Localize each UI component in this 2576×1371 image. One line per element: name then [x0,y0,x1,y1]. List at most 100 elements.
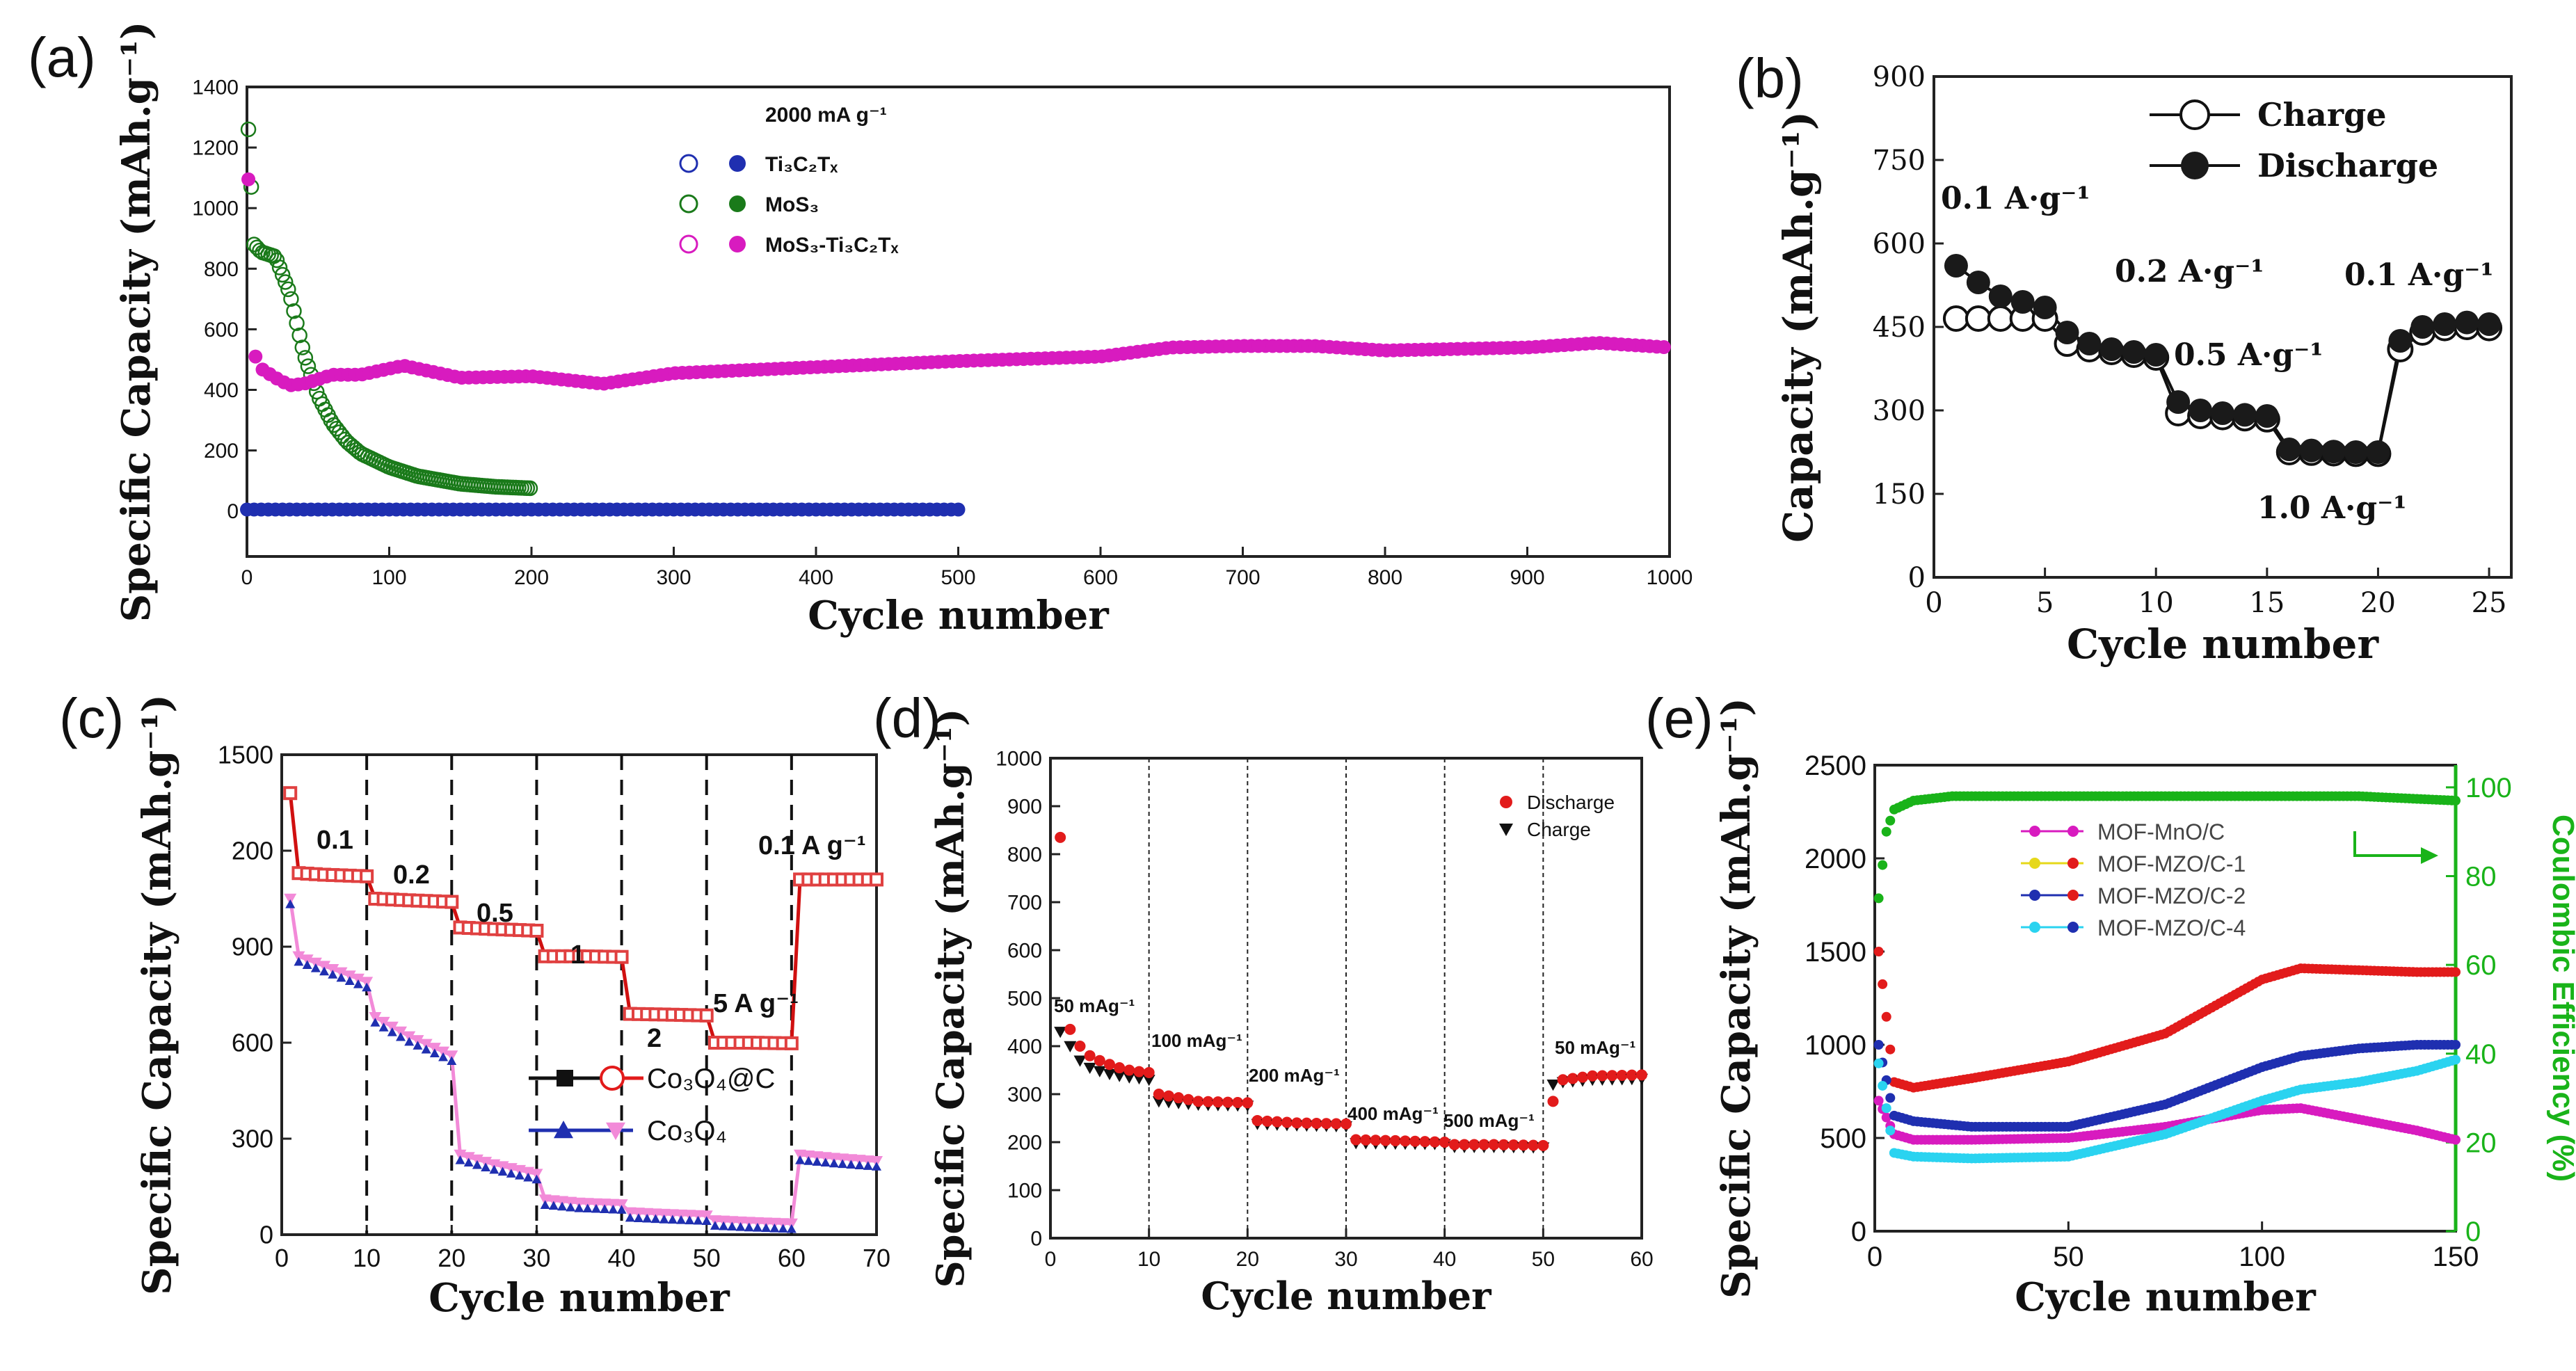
y-tick-label: 900 [232,933,273,961]
x-tick-label: 0 [1867,1242,1882,1272]
y-tick-label: 600 [1873,228,1926,260]
data-point-mof-mzo-c-1 [1885,1044,1896,1055]
discharge-point [2055,321,2079,344]
y2-tick-label: 20 [2465,1128,2497,1158]
x-axis-label: Cycle number [2067,620,2379,668]
data-point-mof-mno-c [2451,1135,2461,1145]
data-point-mos3 [280,281,296,298]
data-point-co3o4 [573,1197,586,1209]
data-point-co3o4 [394,1026,407,1038]
data-point-mof-mzo-c-1 [1873,947,1884,956]
legend-label: Ti₃C₂Tₓ [765,153,838,176]
data-point-co3o4 [615,1199,628,1211]
data-point-mos3 [289,315,305,331]
data-point-co3o4-blue [455,1155,465,1164]
data-point-co3o4-blue [387,1027,397,1036]
legend-marker-left [2029,922,2040,933]
x-axis-label: Cycle number [1201,1274,1491,1318]
data-point-co3o4-blue [650,1214,661,1224]
y-tick-label: 1000 [995,748,1042,771]
data-point-co3o4-blue [761,1223,771,1233]
y-tick-label: 1000 [1805,1030,1866,1061]
discharge-point [1251,1114,1263,1126]
discharge-point [1114,1062,1126,1074]
y2-tick-label: 0 [2465,1217,2481,1247]
data-point-co3o4-blue [582,1203,593,1213]
rate-annotation: 0.2 A·g⁻¹ [2115,254,2264,289]
data-point-co3o4-blue [463,1157,474,1167]
data-point-co3o4-blue [396,1032,406,1041]
data-point-co3o4-blue [447,1056,457,1065]
x-tick-label: 0 [1925,587,1942,619]
legend-marker-left [2029,858,2040,869]
data-point-co3o4-blue [667,1214,678,1224]
data-point-co3o4-c [445,895,459,909]
data-point-co3o4 [369,1012,382,1024]
x-tick-label: 20 [438,1244,465,1272]
discharge-point [2299,438,2323,463]
data-point-co3o4 [819,1152,832,1164]
data-point-coulombic-efficiency [2451,796,2461,806]
charge-point [1073,1055,1087,1067]
discharge-point [1104,1059,1115,1071]
data-point-mos3 [283,291,299,307]
discharge-point [1944,254,1968,278]
plot-frame [280,753,878,1236]
data-point-co3o4-blue [574,1203,584,1212]
data-point-co3o4-c [870,872,883,887]
y2-tick-label: 40 [2465,1039,2497,1070]
data-point-mos3 [291,327,307,344]
data-point-co3o4-blue [472,1160,482,1169]
legend-label: Charge [2257,96,2387,134]
charge-point [1083,1062,1096,1075]
legend-marker-filled [729,195,746,212]
discharge-point [1518,1139,1529,1151]
x-tick-label: 10 [2138,587,2174,619]
data-point-co3o4 [691,1210,705,1221]
discharge-point [1123,1064,1135,1076]
charge-point [1113,1071,1126,1082]
rate-annotation: 0.5 A·g⁻¹ [2174,337,2323,373]
x-tick-label: 50 [693,1244,721,1272]
data-point-co3o4 [632,1208,645,1219]
x-tick-label: 900 [1510,566,1544,589]
rate-annotation: 1.0 A·g⁻¹ [2257,490,2407,526]
data-point-co3o4 [827,1153,840,1164]
data-point-co3o4-blue [744,1222,754,1232]
y-tick-label: 900 [1873,61,1926,93]
discharge-point [1291,1117,1303,1129]
legend-marker-circle [600,1066,625,1091]
data-point-co3o4 [445,1050,458,1062]
y-tick-label: 0 [1908,562,1926,594]
data-point-co3o4-c [529,924,544,938]
y-tick-label: 1500 [218,741,273,769]
data-point-co3o4-c [360,869,374,883]
rate-annotation: 200 mAg⁻¹ [1249,1065,1340,1086]
y-tick-label: 300 [1007,1084,1042,1107]
data-point-co3o4 [598,1198,611,1210]
data-point-mos3 [286,303,302,319]
discharge-point [1478,1139,1490,1150]
data-point-co3o4 [530,1169,543,1180]
data-point-mos3 [522,480,538,497]
discharge-point [1192,1096,1204,1107]
y-axis-label: Specific Capacity (mAh.g⁻¹) [134,694,180,1295]
data-point-co3o4-blue [727,1221,737,1231]
data-point-co3o4-blue [328,970,338,979]
data-point-co3o4 [607,1198,620,1210]
data-point-mos3 [297,350,314,366]
y-tick-label: 600 [1007,940,1042,963]
discharge-point [1488,1139,1500,1150]
data-point-co3o4 [708,1215,721,1227]
data-point-co3o4-blue [634,1213,643,1222]
y-tick-label: 600 [204,319,239,342]
data-point-co3o4-blue [591,1203,601,1213]
data-point-co3o4-blue [515,1171,525,1180]
y-axis-label: Specific Capacity (mAh.g⁻¹) [1713,698,1759,1299]
charge-point [1987,305,2014,332]
data-point-co3o4-blue [548,1201,559,1210]
data-point-mof-mzo-c-4 [1881,1103,1891,1114]
data-point-co3o4 [538,1194,552,1206]
rate-annotation: 5 A g⁻¹ [713,989,799,1018]
